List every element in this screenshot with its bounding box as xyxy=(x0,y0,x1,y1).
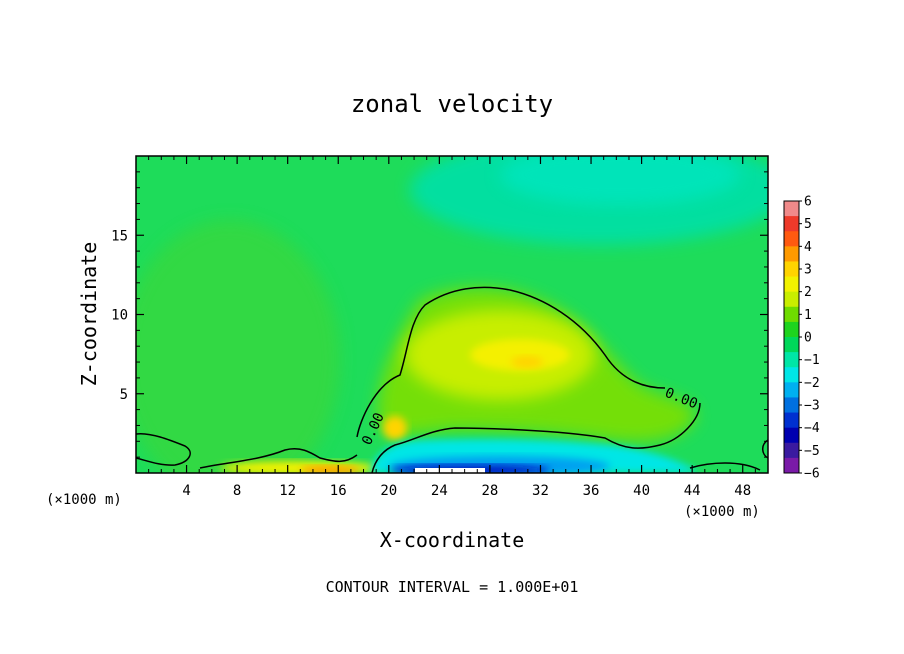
plot-area xyxy=(136,156,768,473)
colorbar-tick-label: 6 xyxy=(804,195,812,210)
colorbar-swatch xyxy=(784,216,799,232)
colorbar-tick-label: 0 xyxy=(804,331,812,346)
zero-contour-main xyxy=(356,286,701,473)
colorbar-swatch xyxy=(784,412,799,429)
colorbar-swatch xyxy=(784,321,799,338)
field-shading xyxy=(136,156,768,473)
x-tick-label: 4 xyxy=(182,483,190,499)
zero-contour-right-surface xyxy=(689,462,761,471)
colorbar-tick-label: 3 xyxy=(804,263,812,278)
colorbar-tick-label: 1 xyxy=(804,308,812,323)
field-region-positive-core xyxy=(470,339,570,371)
y-tick-label: 10 xyxy=(111,308,128,324)
colorbar-swatch xyxy=(784,442,799,459)
colorbar-tick-label: 5 xyxy=(804,217,812,232)
colorbar-swatch xyxy=(784,276,799,293)
x-tick-label: 16 xyxy=(330,483,347,499)
x-unit-right: (×1000 m) xyxy=(684,504,760,520)
colorbar-swatch xyxy=(784,337,799,353)
colorbar-swatch xyxy=(784,367,799,383)
colorbar-swatch xyxy=(784,261,799,278)
x-tick-label: 40 xyxy=(633,483,650,499)
chart-title: zonal velocity xyxy=(351,90,553,118)
colorbar-swatch xyxy=(784,427,799,444)
colorbar-swatch xyxy=(784,201,799,217)
field-region-upper-negative-core xyxy=(500,156,740,205)
colorbar-tick-label: −1 xyxy=(804,353,820,368)
colorbar-swatch xyxy=(784,306,799,323)
colorbar-swatch xyxy=(784,352,799,368)
field-region-surface-max xyxy=(300,466,360,473)
x-tick-label: 32 xyxy=(532,483,549,499)
colorbar-swatch xyxy=(784,246,799,262)
field-region-leading-edge xyxy=(383,416,407,440)
y-axis-label: Z-coordinate xyxy=(77,242,101,387)
x-axis-ticks: 4 8 12 16 20 24 28 32 36 40 44 48 xyxy=(148,156,756,499)
x-tick-label: 24 xyxy=(431,483,448,499)
x-unit-left: (×1000 m) xyxy=(46,492,122,508)
x-tick-label: 20 xyxy=(380,483,397,499)
colorbar-tick-label: −2 xyxy=(804,376,820,391)
colorbar-swatch xyxy=(784,397,799,414)
colorbar-tick-label: −5 xyxy=(804,444,820,459)
x-tick-label: 28 xyxy=(481,483,498,499)
zero-contour-surface-low xyxy=(199,447,358,469)
field-region-positive-max xyxy=(511,356,543,368)
x-tick-label: 44 xyxy=(684,483,701,499)
colorbar-tick-label: 4 xyxy=(804,240,812,255)
y-tick-label: 15 xyxy=(111,228,128,244)
x-tick-label: 36 xyxy=(583,483,600,499)
contour-interval-note: CONTOUR INTERVAL = 1.000E+01 xyxy=(326,578,579,596)
y-axis-ticks: 5 10 15 xyxy=(111,171,768,458)
colorbar-tick-label: −4 xyxy=(804,421,820,436)
zero-contour-left-surface xyxy=(136,432,191,466)
colorbar-swatch xyxy=(784,457,799,474)
x-tick-label: 48 xyxy=(734,483,751,499)
x-tick-label: 8 xyxy=(233,483,241,499)
colorbar-swatch xyxy=(784,231,799,247)
colorbar-swatch xyxy=(784,291,799,308)
colorbar-tick-label: 2 xyxy=(804,285,812,300)
colorbar: 6 5 4 3 2 1 0 −1 −2 −3 −4 −5 −6 xyxy=(783,195,820,482)
x-tick-label: 12 xyxy=(279,483,296,499)
field-region-left xyxy=(136,220,340,473)
x-axis-label: X-coordinate xyxy=(380,528,525,552)
field-region-surface-gap xyxy=(415,468,485,473)
y-tick-label: 5 xyxy=(120,387,128,403)
colorbar-swatch xyxy=(784,382,799,398)
colorbar-tick-label: −6 xyxy=(804,467,820,482)
colorbar-tick-label: −3 xyxy=(804,399,820,414)
